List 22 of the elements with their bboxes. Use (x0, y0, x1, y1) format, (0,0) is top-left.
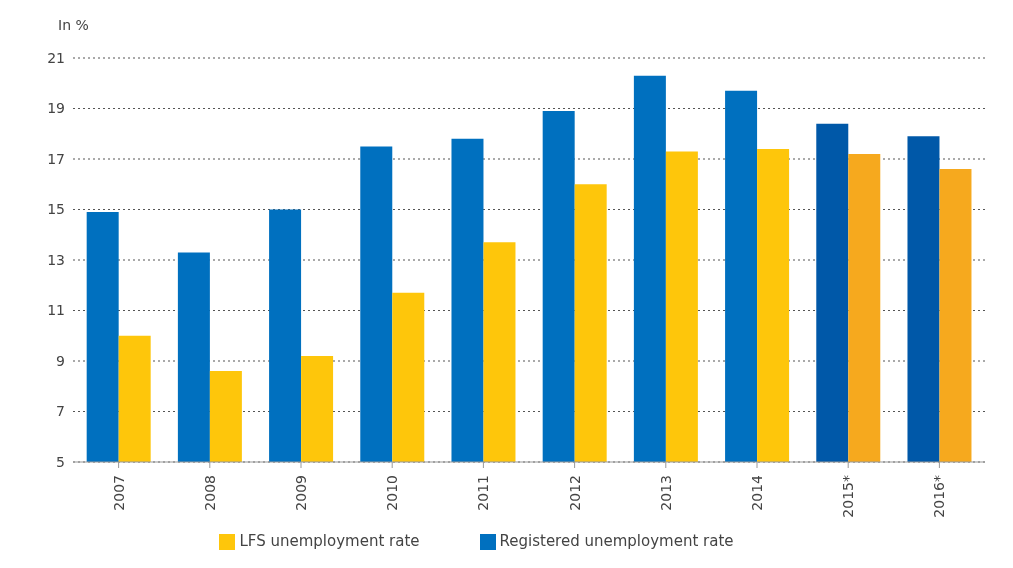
x-tick-label: 2008 (201, 475, 218, 511)
x-tick-label: 2007 (110, 475, 127, 511)
y-tick-label: 19 (47, 100, 65, 117)
y-tick-label: 17 (47, 150, 65, 167)
x-tick-label: 2016* (931, 475, 948, 518)
x-tick-label: 2011 (475, 475, 492, 511)
x-tick-label: 2009 (292, 475, 309, 511)
x-tick-label: 2015* (840, 475, 857, 518)
x-tick-label: 2013 (657, 475, 674, 511)
y-tick-label: 15 (47, 201, 65, 218)
legend-label: LFS unemployment rate (239, 532, 420, 550)
y-tick-label: 9 (56, 352, 65, 369)
y-tick-label: 21 (47, 49, 65, 66)
y-tick-label: 5 (56, 453, 65, 470)
y-tick-label: 13 (47, 251, 65, 268)
y-tick-label: 11 (47, 302, 65, 319)
y-tick-label: 7 (56, 403, 65, 420)
legend-label: Registered unemployment rate (499, 532, 734, 550)
x-tick-label: 2012 (566, 475, 583, 511)
x-tick-label: 2014 (748, 474, 765, 511)
y-axis-title: In % (58, 16, 89, 33)
x-tick-label: 2010 (384, 475, 401, 511)
